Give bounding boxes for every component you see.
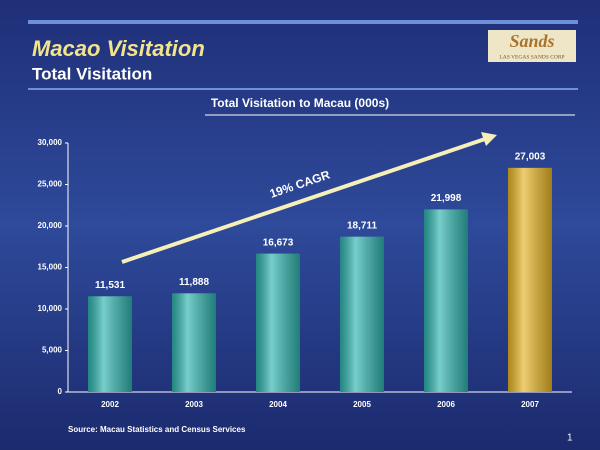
chart-title: Total Visitation to Macau (000s) xyxy=(211,96,389,110)
logo-tagline: LAS VEGAS SANDS CORP xyxy=(499,54,564,60)
cagr-arrow xyxy=(121,137,486,264)
x-tick-label: 2003 xyxy=(185,400,203,409)
bar-shine xyxy=(508,167,552,392)
page-number: 1 xyxy=(567,433,573,444)
y-tick-label: 0 xyxy=(58,387,63,396)
logo-box xyxy=(488,30,576,62)
value-label: 16,673 xyxy=(263,237,294,248)
value-label: 18,711 xyxy=(347,220,377,231)
y-tick-label: 25,000 xyxy=(38,180,63,189)
x-tick-label: 2006 xyxy=(437,400,455,409)
slide-title: Macao Visitation xyxy=(32,36,205,61)
x-tick-label: 2005 xyxy=(353,400,371,409)
y-tick-label: 5,000 xyxy=(42,346,63,355)
bar-shine xyxy=(424,209,468,392)
y-tick-label: 15,000 xyxy=(38,263,63,272)
x-tick-label: 2004 xyxy=(269,400,287,409)
bar-shine xyxy=(172,293,216,392)
value-label: 11,888 xyxy=(179,277,209,288)
cagr-arrowhead xyxy=(481,132,497,146)
x-tick-label: 2007 xyxy=(521,400,539,409)
slide-subtitle: Total Visitation xyxy=(32,64,152,83)
logo: Sands LAS VEGAS SANDS CORP xyxy=(488,30,576,62)
top-rule xyxy=(28,20,578,24)
source: Source: Macau Statistics and Census Serv… xyxy=(68,425,246,434)
y-tick-label: 20,000 xyxy=(38,221,63,230)
value-label: 21,998 xyxy=(431,193,462,204)
x-tick-label: 2002 xyxy=(101,400,119,409)
bar-shine xyxy=(340,236,384,392)
value-label: 27,003 xyxy=(515,152,546,163)
y-tick-label: 10,000 xyxy=(38,304,63,313)
logo-name: Sands xyxy=(509,31,554,51)
y-tick-label: 30,000 xyxy=(38,138,63,147)
bar-shine xyxy=(256,253,300,392)
value-label: 11,531 xyxy=(95,280,125,291)
header-rule xyxy=(28,88,578,90)
bar-shine xyxy=(88,296,132,392)
